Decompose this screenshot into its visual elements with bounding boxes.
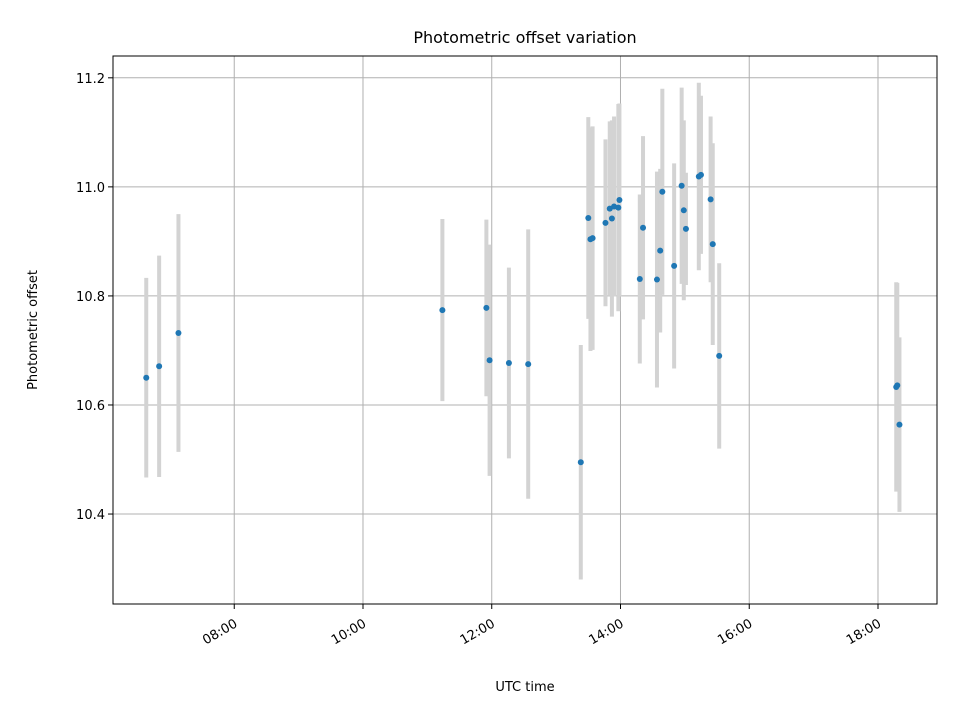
y-axis-label: Photometric offset (26, 270, 41, 390)
data-point (659, 188, 666, 195)
data-point (143, 374, 150, 381)
data-point (577, 459, 584, 466)
data-point (439, 307, 446, 314)
y-tick-label: 10.4 (76, 508, 105, 523)
y-axis-ticks: 10.4 10.6 10.8 11.0 11.2 (76, 72, 113, 523)
data-point (585, 214, 592, 221)
y-tick-label: 11.0 (76, 181, 105, 196)
data-point (682, 225, 689, 232)
y-tick-label: 10.6 (76, 399, 105, 414)
data-point (615, 204, 622, 211)
y-tick-label: 11.2 (76, 72, 105, 87)
data-point (616, 196, 623, 203)
data-point (589, 235, 596, 242)
plot-frame (112, 55, 938, 605)
data-point (505, 359, 512, 366)
data-point (894, 382, 901, 389)
data-point (657, 247, 664, 254)
data-point (680, 207, 687, 214)
data-point (608, 215, 615, 222)
data-point (709, 241, 716, 248)
data-point (653, 276, 660, 283)
y-tick-label: 10.8 (76, 290, 105, 305)
data-point (716, 352, 723, 359)
data-point (678, 182, 685, 189)
data-point (671, 262, 678, 269)
x-axis-label: UTC time (495, 680, 554, 695)
data-point (483, 304, 490, 311)
data-point (486, 357, 493, 364)
grid-lines (113, 56, 937, 604)
data-points (143, 171, 903, 466)
data-point (896, 421, 903, 428)
data-point (697, 171, 704, 178)
data-point (636, 276, 643, 283)
data-point (707, 196, 714, 203)
chart-title: Photometric offset variation (413, 28, 636, 47)
data-point (175, 329, 182, 336)
data-point (525, 361, 532, 368)
data-point (602, 219, 609, 226)
data-point (156, 363, 163, 370)
data-point (640, 224, 647, 231)
